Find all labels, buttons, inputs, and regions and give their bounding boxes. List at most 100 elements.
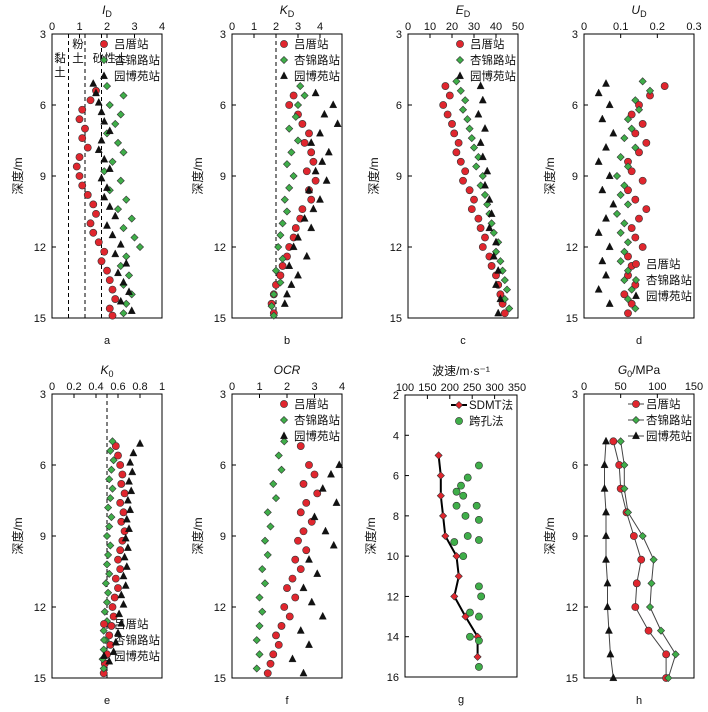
- data-point: [644, 626, 653, 635]
- data-point: [102, 598, 112, 607]
- legend-marker: [279, 415, 289, 425]
- series-2: [280, 88, 342, 307]
- data-point: [107, 622, 116, 630]
- data-point: [272, 631, 280, 640]
- data-point: [105, 522, 114, 531]
- data-point: [105, 631, 114, 640]
- legend-item: 园博苑站: [280, 429, 340, 443]
- x-tick-label: 50: [512, 21, 524, 33]
- legend-label: 杏锦路站: [646, 413, 692, 427]
- legend-item: 园博苑站: [280, 69, 340, 83]
- data-point: [276, 278, 285, 287]
- data-point: [332, 498, 341, 506]
- data-point: [271, 494, 281, 503]
- series-1: [612, 77, 655, 313]
- data-point: [478, 152, 487, 161]
- legend-marker: [632, 400, 640, 408]
- data-point: [476, 81, 485, 90]
- data-point: [283, 289, 291, 298]
- legend-item: 杏锦路站: [628, 413, 692, 427]
- x-tick-label: 3: [131, 21, 137, 33]
- data-point: [86, 96, 95, 105]
- data-point: [302, 498, 311, 507]
- data-point: [443, 110, 452, 119]
- legend-label: 吕厝站: [470, 37, 505, 51]
- data-point: [456, 157, 465, 166]
- data-point: [638, 120, 647, 128]
- y-axis-label: 深度/m: [542, 157, 557, 194]
- panel-caption: f: [285, 695, 289, 707]
- data-point: [288, 654, 297, 663]
- x-tick-label: 0: [405, 21, 411, 33]
- data-point: [122, 195, 131, 204]
- series-2: [105, 439, 144, 665]
- data-point: [108, 230, 117, 239]
- data-point: [623, 508, 633, 517]
- data-point: [467, 134, 476, 143]
- data-point: [602, 142, 610, 151]
- x-axis-title-sub: D: [105, 9, 112, 19]
- series-0: [72, 86, 120, 320]
- data-point: [609, 673, 618, 681]
- data-point: [598, 256, 607, 265]
- data-point: [329, 540, 338, 549]
- x-axis-title-main: U: [631, 3, 640, 17]
- legend-item: 园博苑站: [100, 649, 160, 663]
- legend-marker: [280, 400, 288, 408]
- legend-label: 吕厝站: [646, 257, 681, 271]
- data-point: [603, 578, 612, 587]
- data-point: [458, 105, 468, 114]
- data-point: [452, 77, 461, 86]
- data-point: [620, 219, 629, 228]
- data-point: [120, 552, 129, 561]
- x-tick-label: 0.6: [110, 381, 125, 393]
- y-tick-label: 15: [34, 673, 46, 685]
- x-tick-label: 2: [104, 21, 110, 33]
- data-point: [102, 82, 112, 91]
- legend-item: SDMT法: [451, 398, 513, 412]
- data-point: [103, 266, 111, 275]
- y-tick-label: 8: [393, 511, 399, 523]
- data-point: [92, 88, 100, 97]
- data-point: [616, 257, 625, 266]
- data-point: [305, 461, 313, 469]
- data-point: [631, 129, 640, 138]
- x-tick-label: 0: [581, 381, 587, 393]
- data-point: [452, 501, 461, 510]
- data-point: [111, 574, 120, 583]
- y-axis-label: 深度/m: [366, 157, 381, 194]
- data-point: [122, 514, 131, 523]
- data-point: [274, 242, 283, 252]
- data-point: [505, 304, 514, 313]
- y-axis-label: 深度/m: [190, 517, 205, 554]
- legend-marker: [280, 40, 288, 48]
- data-point: [602, 79, 610, 87]
- data-point: [106, 446, 115, 455]
- data-point: [300, 138, 309, 147]
- y-tick-label: 12: [387, 591, 399, 603]
- y-tick-label: 6: [220, 460, 226, 472]
- data-point: [123, 543, 132, 551]
- legend-marker: [632, 431, 640, 439]
- data-point: [81, 124, 89, 133]
- data-point: [311, 176, 320, 185]
- data-point: [260, 536, 270, 545]
- x-axis-title: K0: [100, 363, 113, 379]
- legend-marker: [455, 417, 463, 425]
- legend-marker: [100, 620, 108, 628]
- panel-caption: b: [284, 335, 290, 347]
- x-tick-label: 0: [49, 381, 55, 393]
- y-tick-label: 6: [396, 100, 402, 112]
- data-point: [127, 214, 136, 223]
- x-tick-label: 1: [256, 381, 262, 393]
- data-point: [108, 285, 117, 294]
- data-point: [104, 550, 113, 559]
- data-point: [108, 157, 117, 166]
- series-2: [474, 81, 505, 317]
- data-point: [121, 533, 130, 542]
- data-point: [307, 597, 316, 606]
- data-point: [105, 475, 114, 484]
- x-axis-title-sub: D: [288, 9, 295, 19]
- data-point: [78, 181, 87, 190]
